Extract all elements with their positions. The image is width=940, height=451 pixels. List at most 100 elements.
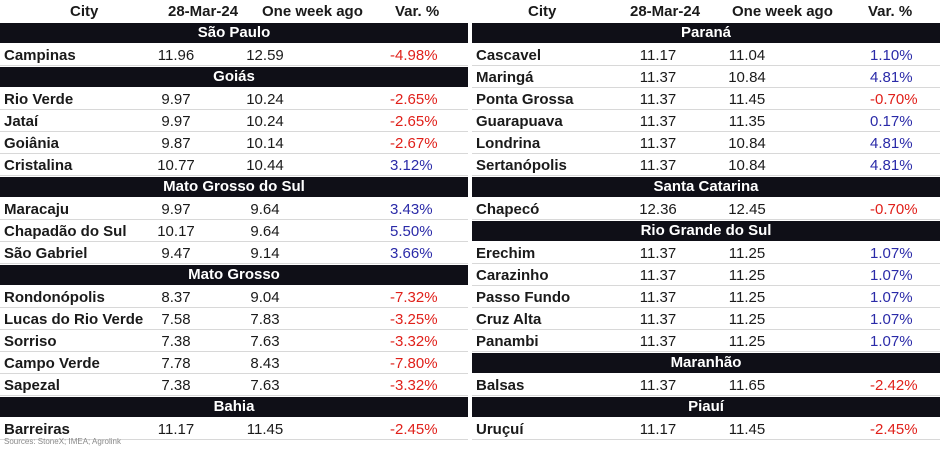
region-header: Maranhão bbox=[472, 353, 940, 373]
city-name: Chapadão do Sul bbox=[4, 223, 127, 240]
table-row: Campo Verde 7.78 8.43 -7.80% bbox=[0, 352, 468, 374]
city-name: Campo Verde bbox=[4, 355, 100, 372]
region-header: Rio Grande do Sul bbox=[472, 221, 940, 241]
city-name: São Gabriel bbox=[4, 245, 88, 262]
previous-price: 7.63 bbox=[250, 333, 280, 350]
current-price: 11.96 bbox=[157, 47, 195, 64]
city-name: Carazinho bbox=[476, 267, 549, 284]
header-variation: Var. % bbox=[868, 3, 913, 20]
current-price: 7.58 bbox=[161, 311, 191, 328]
variation-percent: -2.65% bbox=[390, 113, 438, 130]
current-price: 9.97 bbox=[161, 113, 191, 130]
header-variation: Var. % bbox=[395, 3, 440, 20]
header-current-date: 28-Mar-24 bbox=[168, 3, 239, 20]
city-name: Maracaju bbox=[4, 201, 70, 218]
variation-percent: 1.07% bbox=[870, 289, 913, 306]
city-name: Guarapuava bbox=[476, 113, 563, 130]
current-price: 9.97 bbox=[161, 91, 191, 108]
table-header: City 28-Mar-24 One week ago Var. % bbox=[472, 0, 940, 22]
table-row: Guarapuava 11.37 11.35 0.17% bbox=[472, 110, 940, 132]
region-header: Mato Grosso bbox=[0, 265, 468, 285]
table-row: Passo Fundo 11.37 11.25 1.07% bbox=[472, 286, 940, 308]
variation-percent: 1.10% bbox=[870, 47, 913, 64]
variation-percent: -7.80% bbox=[390, 355, 438, 372]
current-price: 11.17 bbox=[639, 421, 677, 438]
variation-percent: -0.70% bbox=[870, 201, 918, 218]
variation-percent: -2.45% bbox=[870, 421, 918, 438]
previous-price: 9.14 bbox=[250, 245, 280, 262]
current-price: 11.37 bbox=[639, 91, 677, 108]
city-name: Goiânia bbox=[4, 135, 60, 152]
variation-percent: 3.66% bbox=[390, 245, 433, 262]
variation-percent: 1.07% bbox=[870, 333, 913, 350]
variation-percent: -2.65% bbox=[390, 91, 438, 108]
table-row: Lucas do Rio Verde 7.58 7.83 -3.25% bbox=[0, 308, 468, 330]
city-name: Londrina bbox=[476, 135, 541, 152]
previous-price: 10.24 bbox=[246, 113, 284, 130]
current-price: 10.77 bbox=[157, 157, 195, 174]
table-row: Jataí 9.97 10.24 -2.65% bbox=[0, 110, 468, 132]
variation-percent: -3.32% bbox=[390, 377, 438, 394]
city-name: Cristalina bbox=[4, 157, 73, 174]
region-header: Bahia bbox=[0, 397, 468, 417]
table-header: City 28-Mar-24 One week ago Var. % bbox=[0, 0, 468, 22]
previous-price: 9.04 bbox=[250, 289, 280, 306]
variation-percent: 5.50% bbox=[390, 223, 433, 240]
previous-price: 8.43 bbox=[250, 355, 280, 372]
table-row: São Gabriel 9.47 9.14 3.66% bbox=[0, 242, 468, 264]
current-price: 11.37 bbox=[639, 311, 677, 328]
city-name: Sertanópolis bbox=[476, 157, 567, 174]
table-row: Maracaju 9.97 9.64 3.43% bbox=[0, 198, 468, 220]
city-name: Sapezal bbox=[4, 377, 60, 394]
current-price: 11.37 bbox=[639, 289, 677, 306]
variation-percent: 1.07% bbox=[870, 311, 913, 328]
table-row: Maringá 11.37 10.84 4.81% bbox=[472, 66, 940, 88]
city-name: Cruz Alta bbox=[476, 311, 542, 328]
table-row: Londrina 11.37 10.84 4.81% bbox=[472, 132, 940, 154]
current-price: 7.38 bbox=[161, 333, 191, 350]
table-row: Uruçuí 11.17 11.45 -2.45% bbox=[472, 418, 940, 440]
city-name: Campinas bbox=[4, 47, 76, 64]
previous-price: 12.59 bbox=[246, 47, 284, 64]
table-row: Campinas 11.96 12.59 -4.98% bbox=[0, 44, 468, 66]
table-row: Cascavel 11.17 11.04 1.10% bbox=[472, 44, 940, 66]
previous-price: 9.64 bbox=[250, 223, 280, 240]
current-price: 11.37 bbox=[639, 377, 677, 394]
current-price: 9.87 bbox=[161, 135, 191, 152]
previous-price: 9.64 bbox=[250, 201, 280, 218]
region-header: Piauí bbox=[472, 397, 940, 417]
header-city: City bbox=[70, 3, 99, 20]
left-price-table: City 28-Mar-24 One week ago Var. % São Paulo… bbox=[0, 0, 468, 440]
current-price: 11.37 bbox=[639, 267, 677, 284]
current-price: 9.97 bbox=[161, 201, 191, 218]
current-price: 7.78 bbox=[161, 355, 191, 372]
table-row: Sorriso 7.38 7.63 -3.32% bbox=[0, 330, 468, 352]
table-row: Rondonópolis 8.37 9.04 -7.32% bbox=[0, 286, 468, 308]
city-name: Passo Fundo bbox=[476, 289, 571, 306]
city-name: Lucas do Rio Verde bbox=[4, 311, 144, 328]
variation-percent: 1.07% bbox=[870, 267, 913, 284]
variation-percent: -2.42% bbox=[870, 377, 918, 394]
city-name: Maringá bbox=[476, 69, 534, 86]
variation-percent: -3.25% bbox=[390, 311, 438, 328]
current-price: 7.38 bbox=[161, 377, 191, 394]
previous-price: 11.25 bbox=[728, 333, 766, 350]
current-price: 11.17 bbox=[639, 47, 677, 64]
previous-price: 11.65 bbox=[728, 377, 766, 394]
previous-price: 11.45 bbox=[728, 91, 766, 108]
region-header: São Paulo bbox=[0, 23, 468, 43]
city-name: Panambi bbox=[476, 333, 539, 350]
table-row: Chapecó 12.36 12.45 -0.70% bbox=[472, 198, 940, 220]
previous-price: 7.83 bbox=[250, 311, 280, 328]
previous-price: 11.04 bbox=[728, 47, 766, 64]
previous-price: 11.45 bbox=[246, 421, 284, 438]
table-row: Erechim 11.37 11.25 1.07% bbox=[472, 242, 940, 264]
current-price: 11.37 bbox=[639, 113, 677, 130]
table-row: Barreiras 11.17 11.45 -2.45% bbox=[0, 418, 468, 440]
previous-price: 10.44 bbox=[246, 157, 284, 174]
variation-percent: -7.32% bbox=[390, 289, 438, 306]
table-row: Rio Verde 9.97 10.24 -2.65% bbox=[0, 88, 468, 110]
city-name: Uruçuí bbox=[476, 421, 524, 438]
table-row: Balsas 11.37 11.65 -2.42% bbox=[472, 374, 940, 396]
city-name: Erechim bbox=[476, 245, 536, 262]
